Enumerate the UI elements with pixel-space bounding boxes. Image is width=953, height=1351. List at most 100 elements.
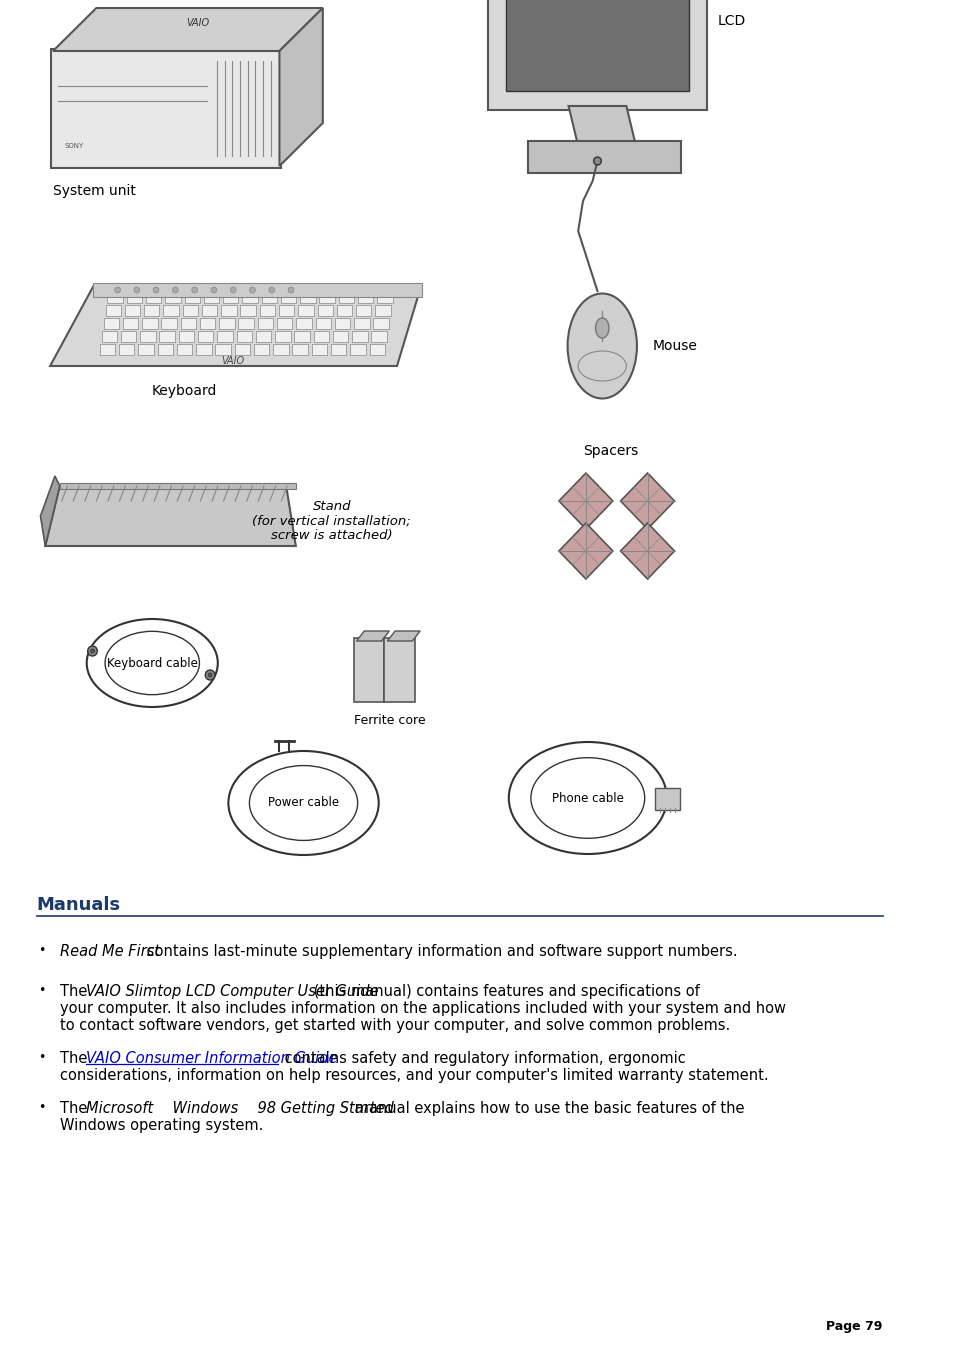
Circle shape [208,673,212,677]
Text: your computer. It also includes information on the applications included with yo: your computer. It also includes informat… [60,1001,785,1016]
FancyBboxPatch shape [217,331,233,342]
FancyBboxPatch shape [259,304,274,316]
FancyBboxPatch shape [196,343,212,354]
FancyBboxPatch shape [312,343,327,354]
FancyBboxPatch shape [376,292,393,303]
Circle shape [250,286,255,293]
FancyBboxPatch shape [296,317,312,328]
FancyBboxPatch shape [261,292,276,303]
FancyBboxPatch shape [242,292,257,303]
FancyBboxPatch shape [355,304,371,316]
FancyBboxPatch shape [51,49,281,168]
Text: manual explains how to use the basic features of the: manual explains how to use the basic fea… [350,1101,743,1116]
Text: VAIO: VAIO [186,18,209,28]
FancyBboxPatch shape [144,304,159,316]
FancyBboxPatch shape [180,317,196,328]
Circle shape [114,286,120,293]
FancyBboxPatch shape [384,638,415,703]
FancyBboxPatch shape [278,304,294,316]
Text: Microsoft  Windows  98 Getting Started: Microsoft Windows 98 Getting Started [86,1101,393,1116]
FancyBboxPatch shape [138,343,153,354]
Ellipse shape [595,317,608,338]
FancyBboxPatch shape [60,484,295,489]
FancyBboxPatch shape [184,292,200,303]
Text: Keyboard: Keyboard [152,384,216,399]
FancyBboxPatch shape [354,317,369,328]
Circle shape [91,648,94,653]
FancyBboxPatch shape [298,304,314,316]
FancyBboxPatch shape [125,304,140,316]
Text: (this manual) contains features and specifications of: (this manual) contains features and spec… [309,984,700,998]
FancyBboxPatch shape [121,331,136,342]
Circle shape [153,286,159,293]
Text: The: The [60,984,91,998]
FancyBboxPatch shape [315,317,331,328]
FancyBboxPatch shape [106,304,121,316]
Text: The: The [60,1101,91,1116]
Text: Page 79: Page 79 [825,1320,882,1333]
FancyBboxPatch shape [317,304,333,316]
Circle shape [593,157,600,165]
Polygon shape [568,105,636,146]
Circle shape [88,646,97,657]
Polygon shape [558,523,612,580]
FancyBboxPatch shape [240,304,255,316]
Polygon shape [619,523,674,580]
FancyBboxPatch shape [294,331,310,342]
FancyBboxPatch shape [142,317,157,328]
Text: •: • [38,944,46,957]
FancyBboxPatch shape [161,317,176,328]
Text: Read Me First: Read Me First [60,944,160,959]
FancyBboxPatch shape [102,331,117,342]
Circle shape [192,286,197,293]
Text: contains safety and regulatory information, ergonomic: contains safety and regulatory informati… [280,1051,685,1066]
FancyBboxPatch shape [487,0,706,109]
Text: Phone cable: Phone cable [551,792,623,804]
FancyBboxPatch shape [274,331,291,342]
Text: Ferrite core: Ferrite core [355,713,426,727]
FancyBboxPatch shape [221,304,236,316]
FancyBboxPatch shape [528,141,680,173]
Text: Keyboard cable: Keyboard cable [107,657,197,670]
Text: Mouse: Mouse [652,339,697,353]
FancyBboxPatch shape [331,343,346,354]
FancyBboxPatch shape [127,292,142,303]
FancyBboxPatch shape [354,638,384,703]
Polygon shape [558,473,612,530]
Text: SONY: SONY [65,143,84,149]
FancyBboxPatch shape [336,304,352,316]
FancyBboxPatch shape [257,317,273,328]
Ellipse shape [567,293,637,399]
Text: •: • [38,1101,46,1115]
Text: Spacers: Spacers [582,444,638,458]
Text: •: • [38,1051,46,1065]
FancyBboxPatch shape [357,292,373,303]
Circle shape [269,286,274,293]
Text: VAIO: VAIO [221,357,245,366]
Text: Stand
(for vertical installation;
screw is attached): Stand (for vertical installation; screw … [253,500,411,543]
Text: Power cable: Power cable [268,797,338,809]
FancyBboxPatch shape [108,292,123,303]
FancyBboxPatch shape [319,292,335,303]
FancyBboxPatch shape [178,331,194,342]
FancyBboxPatch shape [375,304,391,316]
FancyBboxPatch shape [333,331,348,342]
Polygon shape [279,8,322,166]
Polygon shape [53,8,322,51]
FancyBboxPatch shape [338,292,354,303]
FancyBboxPatch shape [140,331,155,342]
FancyBboxPatch shape [165,292,180,303]
FancyBboxPatch shape [163,304,178,316]
FancyBboxPatch shape [219,317,234,328]
FancyBboxPatch shape [373,317,389,328]
FancyBboxPatch shape [223,292,238,303]
FancyBboxPatch shape [253,343,269,354]
FancyBboxPatch shape [119,343,134,354]
FancyBboxPatch shape [198,331,213,342]
FancyBboxPatch shape [300,292,315,303]
Circle shape [211,286,216,293]
Text: VAIO Consumer Information Guide: VAIO Consumer Information Guide [86,1051,337,1066]
Polygon shape [51,286,420,366]
Circle shape [205,670,214,680]
Text: contains last-minute supplementary information and software support numbers.: contains last-minute supplementary infor… [141,944,737,959]
